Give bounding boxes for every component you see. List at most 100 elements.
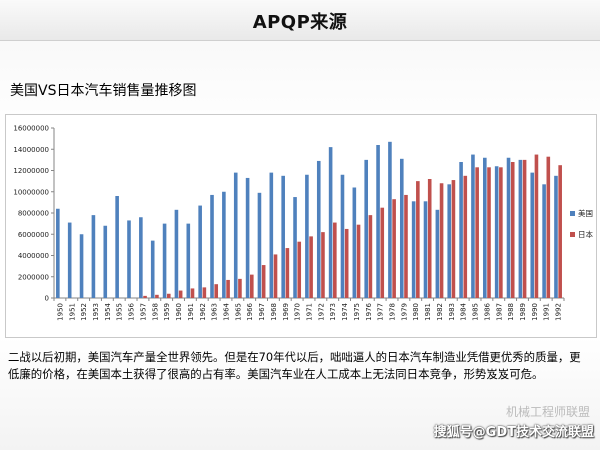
y-tick-label: 16000000 <box>13 125 49 133</box>
legend-swatch-usa <box>570 211 575 216</box>
bar-usa <box>352 187 357 298</box>
bar-japan <box>499 167 503 298</box>
x-tick-label: 1964 <box>222 302 230 320</box>
bar-japan <box>155 294 159 298</box>
x-tick-label: 1967 <box>258 303 266 321</box>
bar-usa <box>483 157 487 298</box>
x-tick-label: 1965 <box>234 303 242 321</box>
x-tick-label: 1985 <box>472 303 480 321</box>
bar-japan <box>226 279 230 298</box>
bar-usa <box>554 175 558 298</box>
bar-usa <box>79 234 84 298</box>
bar-usa <box>91 215 96 298</box>
y-tick-label: 2000000 <box>18 273 49 281</box>
bar-usa <box>423 201 428 298</box>
bar-usa <box>316 160 321 298</box>
x-tick-label: 1963 <box>211 303 219 321</box>
bar-japan <box>333 222 337 298</box>
x-tick-label: 1982 <box>436 303 444 321</box>
x-tick-label: 1980 <box>412 303 420 321</box>
bar-japan <box>249 274 254 298</box>
bar-japan <box>178 290 183 298</box>
bar-japan <box>546 156 551 298</box>
bar-usa <box>67 222 72 298</box>
bar-japan <box>344 228 349 298</box>
x-tick-label: 1990 <box>531 303 539 321</box>
bar-japan <box>427 179 432 298</box>
bar-usa <box>506 157 511 298</box>
bar-usa <box>281 175 285 298</box>
bar-usa <box>127 220 131 298</box>
x-tick-label: 1989 <box>519 303 527 321</box>
bar-usa <box>210 194 214 298</box>
y-tick-label: 4000000 <box>18 252 49 260</box>
x-tick-label: 1969 <box>282 303 290 321</box>
bar-japan <box>166 293 171 298</box>
x-tick-label: 1979 <box>400 303 408 321</box>
x-tick-label: 1984 <box>460 302 468 320</box>
bar-usa <box>542 184 546 298</box>
x-tick-label: 1981 <box>424 303 432 321</box>
x-tick-label: 1972 <box>317 303 325 321</box>
x-tick-label: 1978 <box>389 303 397 321</box>
x-tick-label: 1959 <box>163 303 171 321</box>
legend-label-usa: 美国 <box>578 208 593 218</box>
bar-japan <box>475 167 479 298</box>
bar-usa <box>471 154 475 298</box>
bar-japan <box>392 199 396 298</box>
bar-japan <box>273 254 278 298</box>
bar-usa <box>174 209 179 298</box>
x-tick-label: 1991 <box>543 303 551 321</box>
bar-usa <box>162 223 167 298</box>
bar-usa <box>459 162 463 298</box>
caption-text: 二战以后初期，美国汽车产量全世界领先。但是在70年代以后，咄咄逼人的日本汽车制造… <box>8 350 581 381</box>
bar-japan <box>439 183 444 298</box>
x-tick-label: 1952 <box>80 303 88 321</box>
bar-japan <box>309 236 313 298</box>
bar-japan <box>261 265 266 298</box>
bar-japan <box>558 165 562 298</box>
watermark-logo-text: 机械工程师联盟 <box>505 405 590 419</box>
bar-usa <box>518 159 523 298</box>
bar-japan <box>321 232 325 298</box>
bar-japan <box>463 175 468 298</box>
y-tick-label: 0 <box>45 295 49 303</box>
bar-usa <box>269 172 274 298</box>
bar-usa <box>388 141 392 298</box>
x-tick-label: 1968 <box>270 303 278 321</box>
bar-usa <box>305 174 309 298</box>
x-tick-label: 1992 <box>555 303 563 321</box>
x-tick-label: 1986 <box>483 302 491 320</box>
bar-japan <box>214 284 219 298</box>
bar-usa <box>494 166 499 298</box>
bar-japan <box>356 224 361 298</box>
bar-japan <box>404 194 408 298</box>
bar-usa <box>530 172 535 298</box>
bar-japan <box>143 295 147 298</box>
bar-japan <box>190 288 195 298</box>
bar-japan <box>510 162 515 298</box>
bar-usa <box>186 223 191 298</box>
x-tick-label: 1987 <box>495 303 503 321</box>
bar-japan <box>285 248 290 298</box>
x-tick-label: 1975 <box>353 303 361 321</box>
x-tick-label: 1950 <box>56 303 64 321</box>
bar-usa <box>399 158 404 298</box>
bar-usa <box>56 208 60 298</box>
bar-japan <box>416 181 420 298</box>
bar-usa <box>222 191 226 298</box>
x-tick-label: 1955 <box>116 303 124 321</box>
bar-usa <box>198 205 202 298</box>
bar-usa <box>328 147 333 298</box>
bar-usa <box>245 177 250 298</box>
x-tick-label: 1976 <box>365 302 373 320</box>
watermark-source-text: 搜狐号@GDT技术交流联盟 <box>433 425 594 440</box>
bar-japan <box>238 278 242 298</box>
bar-usa <box>139 217 143 298</box>
x-tick-label: 1957 <box>139 303 147 321</box>
bar-usa <box>364 159 369 298</box>
x-tick-label: 1962 <box>199 303 207 321</box>
bar-japan <box>487 167 491 298</box>
x-tick-label: 1954 <box>104 302 112 320</box>
bar-japan <box>534 154 539 298</box>
